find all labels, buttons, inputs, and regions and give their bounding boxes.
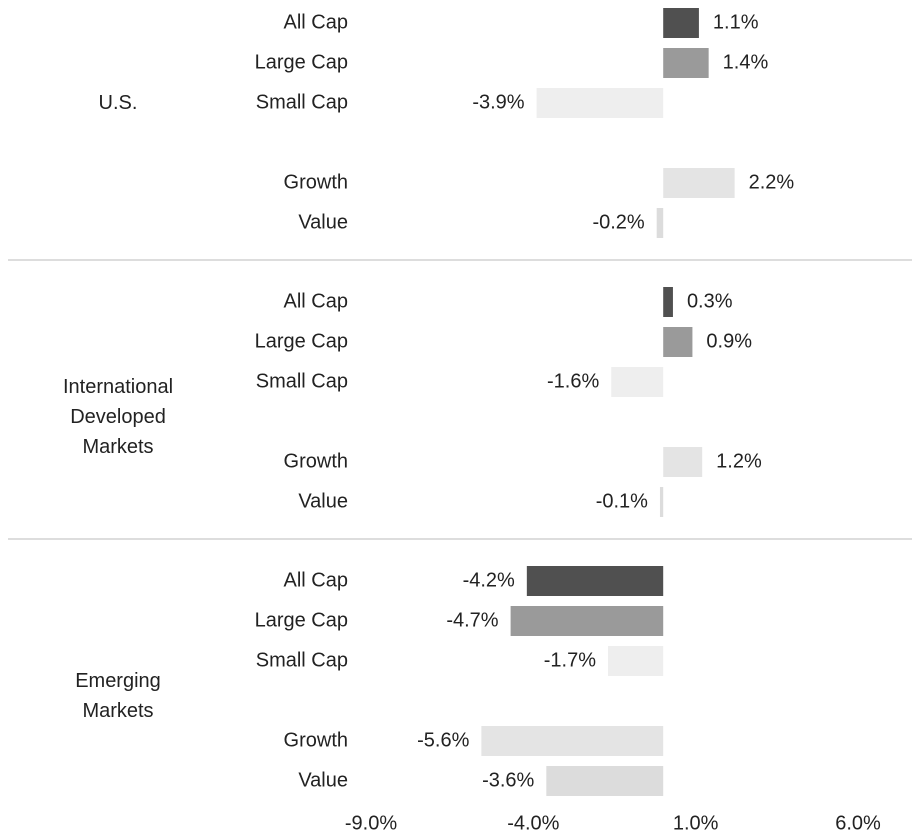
category-label: All Cap [284, 290, 348, 312]
group-label: International Developed Markets [63, 376, 173, 458]
value-label: 2.2% [749, 171, 795, 193]
value-label: 1.2% [716, 450, 762, 472]
bar [656, 208, 664, 238]
bar [481, 726, 664, 756]
bar [611, 367, 664, 397]
category-label: Growth [284, 450, 348, 472]
value-label: -0.1% [596, 490, 648, 512]
value-label: -3.9% [472, 91, 524, 113]
category-label: Large Cap [255, 609, 348, 631]
value-label: 1.1% [713, 11, 759, 33]
bar [663, 447, 703, 477]
value-label: -4.2% [463, 569, 515, 591]
value-label: 0.9% [706, 330, 752, 352]
x-tick-label: 6.0% [835, 812, 881, 834]
category-label: Value [298, 211, 348, 233]
category-label: Small Cap [256, 649, 348, 671]
bar [663, 8, 699, 38]
value-label: -0.2% [592, 211, 644, 233]
category-label: Value [298, 769, 348, 791]
category-label: Small Cap [256, 370, 348, 392]
category-label: All Cap [284, 11, 348, 33]
bar [663, 327, 693, 357]
bar [510, 606, 664, 636]
value-label: 1.4% [723, 51, 769, 73]
value-label: 0.3% [687, 290, 733, 312]
value-label: -1.6% [547, 370, 599, 392]
bar [536, 88, 664, 118]
x-tick-label: -9.0% [345, 812, 397, 834]
bar [663, 168, 735, 198]
value-label: -1.7% [544, 649, 596, 671]
x-tick-label: 1.0% [673, 812, 719, 834]
category-label: Value [298, 490, 348, 512]
value-label: -4.7% [446, 609, 498, 631]
group-label: Emerging Markets [75, 670, 161, 722]
bar [608, 646, 664, 676]
x-tick-label: -4.0% [507, 812, 559, 834]
category-label: All Cap [284, 569, 348, 591]
category-label: Large Cap [255, 330, 348, 352]
bar [546, 766, 664, 796]
category-label: Small Cap [256, 91, 348, 113]
category-label: Growth [284, 171, 348, 193]
category-label: Growth [284, 729, 348, 751]
value-label: -5.6% [417, 729, 469, 751]
category-label: Large Cap [255, 51, 348, 73]
bar [526, 566, 664, 596]
value-label: -3.6% [482, 769, 534, 791]
bar [659, 487, 664, 517]
group-label: U.S. [99, 92, 138, 114]
bar [663, 48, 709, 78]
bar [663, 287, 673, 317]
